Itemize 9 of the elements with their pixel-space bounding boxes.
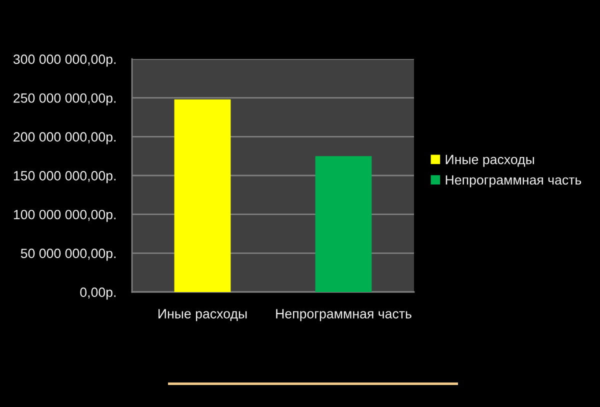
legend-label: Иные расходы xyxy=(446,154,534,167)
y-tick-label: 250 000 000,00р. xyxy=(14,93,116,106)
y-tick-label: 0,00р. xyxy=(80,288,116,300)
y-tick-label: 150 000 000,00р. xyxy=(14,171,116,184)
y-tick-label: 50 000 000,00р. xyxy=(20,248,116,261)
y-tick-label: 200 000 000,00р. xyxy=(14,132,116,144)
y-tick-label: 100 000 000,00р. xyxy=(14,210,116,222)
legend-label: Непрограммная часть xyxy=(446,175,582,188)
y-tick-label: 300 000 000,00р. xyxy=(13,54,116,67)
